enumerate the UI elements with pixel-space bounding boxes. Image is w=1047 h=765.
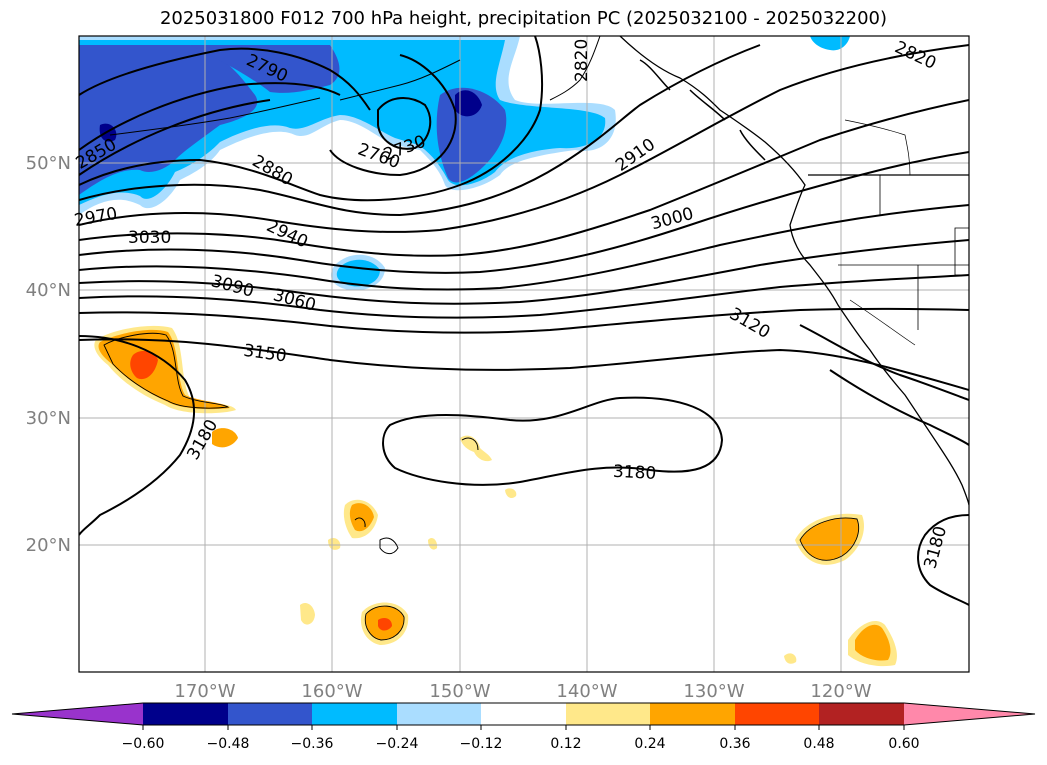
colorbar-max-extension bbox=[904, 703, 1035, 725]
lon-label: 150°W bbox=[429, 681, 490, 702]
lon-label: 160°W bbox=[301, 681, 362, 702]
lat-label: 40°N bbox=[26, 280, 71, 301]
colorbar-segment bbox=[566, 703, 650, 725]
positive-anomaly-fill bbox=[94, 325, 897, 667]
colorbar-tick-label: −0.48 bbox=[207, 736, 250, 752]
lat-label: 20°N bbox=[26, 535, 71, 556]
contour-label: 2820 bbox=[572, 39, 592, 82]
contour-label: 3030 bbox=[128, 228, 171, 248]
colorbar-tick-label: 0.48 bbox=[803, 736, 834, 752]
colorbar-tick-label: −0.12 bbox=[460, 736, 503, 752]
colorbar-segment bbox=[481, 703, 566, 725]
colorbar-segment bbox=[735, 703, 819, 725]
colorbar-segment bbox=[397, 703, 481, 725]
colorbar-tick-label: −0.36 bbox=[291, 736, 334, 752]
colorbar-segment bbox=[228, 703, 312, 725]
lat-labels: 50°N 40°N 30°N 20°N bbox=[26, 153, 71, 556]
colorbar-tick-label: −0.60 bbox=[122, 736, 165, 752]
lon-label: 120°W bbox=[810, 681, 871, 702]
colorbar-segment bbox=[819, 703, 904, 725]
map-frame bbox=[78, 35, 970, 673]
lon-label: 170°W bbox=[174, 681, 235, 702]
gridlines bbox=[79, 36, 969, 672]
colorbar-segment bbox=[143, 703, 228, 725]
coastlines bbox=[109, 36, 969, 555]
colorbar-min-extension bbox=[12, 703, 143, 725]
colorbar-segment bbox=[312, 703, 397, 725]
colorbar-tick-label: 0.60 bbox=[888, 736, 919, 752]
height-contours bbox=[79, 36, 969, 606]
colorbar: −0.60 −0.48 −0.36 −0.24 −0.12 0.12 0.24 … bbox=[11, 702, 1036, 752]
lat-label: 30°N bbox=[26, 408, 71, 429]
negative-anomaly-fill bbox=[79, 36, 850, 291]
lon-label: 130°W bbox=[683, 681, 744, 702]
colorbar-tick-label: 0.12 bbox=[550, 736, 581, 752]
colorbar-segment bbox=[650, 703, 735, 725]
contour-label: 3180 bbox=[612, 462, 656, 484]
lon-labels: 170°W 160°W 150°W 140°W 130°W 120°W bbox=[174, 681, 871, 702]
colorbar-tick-label: 0.24 bbox=[634, 736, 665, 752]
lon-label: 140°W bbox=[556, 681, 617, 702]
map-title: 2025031800 F012 700 hPa height, precipit… bbox=[159, 8, 888, 29]
colorbar-tick-label: 0.36 bbox=[719, 736, 750, 752]
anomaly-outline bbox=[103, 332, 860, 641]
colorbar-tick-label: −0.24 bbox=[376, 736, 419, 752]
lat-label: 50°N bbox=[26, 153, 71, 174]
